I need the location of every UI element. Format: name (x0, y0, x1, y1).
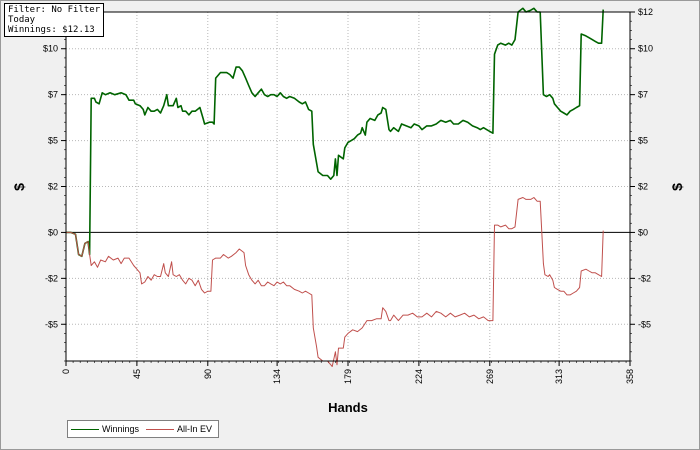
y-tick-label-right: -$2 (638, 273, 651, 283)
x-axis-label: Hands (328, 400, 368, 415)
y-tick-label-left: $7 (48, 90, 58, 100)
y-tick-label-right: -$5 (638, 319, 651, 329)
x-tick-label: 224 (414, 369, 424, 384)
x-tick-label: 90 (203, 369, 213, 379)
y-tick-label-left: -$2 (45, 273, 58, 283)
y-tick-label-left: $0 (48, 227, 58, 237)
y-tick-label-left: $10 (43, 44, 58, 54)
plot-border (65, 11, 631, 362)
legend-label: All-In EV (177, 424, 213, 434)
series-line-winnings (66, 7, 604, 258)
legend-label: Winnings (102, 424, 140, 434)
y-axis-label-left: $ (11, 183, 27, 191)
y-tick-label-left: $2 (48, 182, 58, 192)
legend-item: All-In EV (146, 423, 212, 435)
y-axis-label-right: $ (669, 183, 685, 191)
x-tick-label: 179 (343, 369, 353, 384)
legend-item: Winnings (71, 423, 139, 435)
filter-line: Filter: No Filter (8, 5, 101, 15)
y-tick-label-right: $10 (638, 44, 653, 54)
x-tick-label: 0 (61, 369, 71, 374)
chart-legend: Winnings All-In EV (67, 420, 219, 438)
filter-winnings-line: Winnings: $12.13 (8, 25, 95, 35)
x-tick-label: 134 (272, 369, 282, 384)
x-tick-label: 269 (485, 369, 495, 384)
legend-swatch (146, 428, 174, 430)
x-tick-label: 45 (132, 369, 142, 379)
y-tick-label-left: $5 (48, 136, 58, 146)
y-tick-label-right: $0 (638, 227, 648, 237)
y-tick-label-left: -$5 (45, 319, 58, 329)
y-tick-label-right: $5 (638, 136, 648, 146)
y-tick-label-right: $12 (638, 7, 653, 17)
filter-date-line: Today (8, 15, 36, 25)
filter-info-box: Filter: No Filter Today Winnings: $12.13 (4, 3, 105, 37)
y-tick-label-right: $2 (638, 182, 648, 192)
x-tick-label: 358 (625, 369, 635, 384)
y-tick-label-right: $7 (638, 90, 648, 100)
legend-swatch (71, 428, 99, 430)
x-tick-label: 313 (554, 369, 564, 384)
